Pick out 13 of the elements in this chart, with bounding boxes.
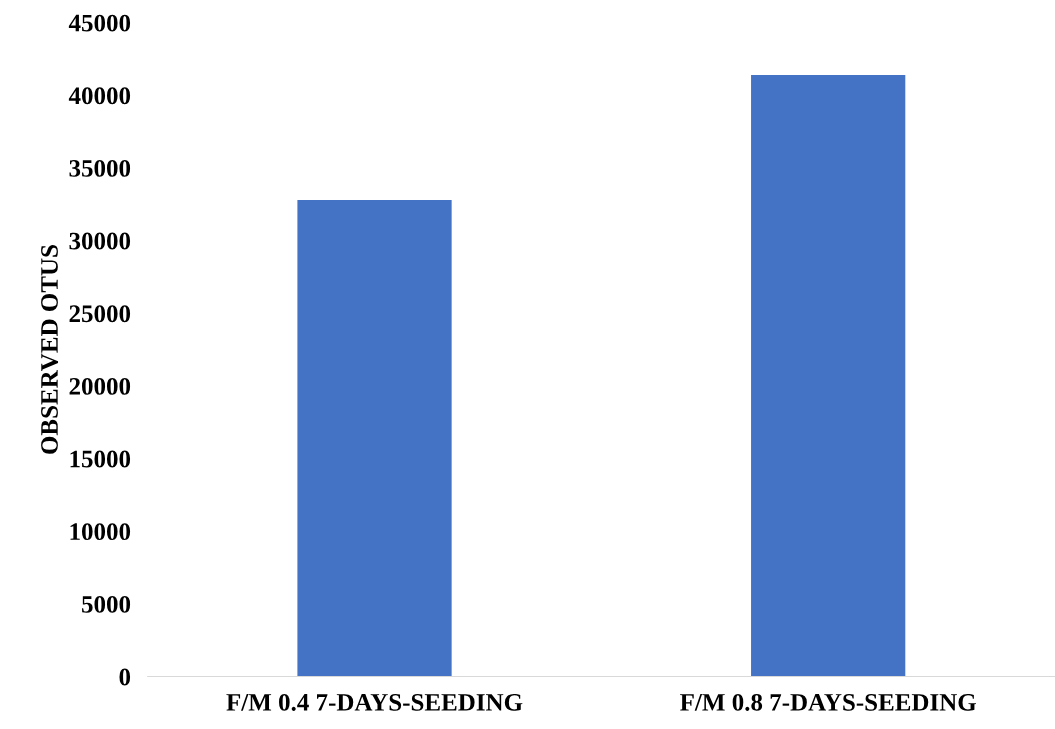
- y-axis-title: OBSERVED OTUS: [41, 245, 59, 454]
- y-tick-label: 5000: [82, 595, 131, 613]
- y-tick-label: 10000: [70, 523, 131, 541]
- y-tick-label: 0: [119, 668, 131, 686]
- y-tick-label: 45000: [68, 14, 131, 32]
- y-tick-label: 35000: [69, 159, 131, 177]
- y-tick-label: 20000: [69, 377, 131, 395]
- x-tick-label: F/M 0.4 7-DAYS-SEEDING: [226, 693, 523, 711]
- y-tick-label: 25000: [69, 305, 131, 323]
- x-tick-label: F/M 0.8 7-DAYS-SEEDING: [680, 693, 977, 711]
- y-tick-label: 15000: [70, 450, 131, 468]
- y-tick-label: 30000: [69, 232, 131, 250]
- y-tick-label: 40000: [68, 87, 131, 105]
